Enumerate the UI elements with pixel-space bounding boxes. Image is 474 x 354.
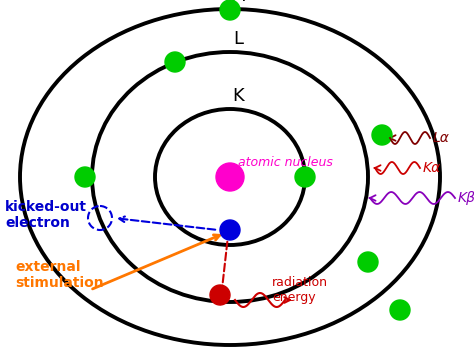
Text: L: L: [233, 30, 243, 48]
Text: external
stimulation: external stimulation: [15, 260, 104, 290]
Circle shape: [216, 163, 244, 191]
Circle shape: [210, 285, 230, 305]
Text: Lα: Lα: [433, 131, 450, 145]
Circle shape: [165, 52, 185, 72]
Text: Kα: Kα: [423, 161, 441, 175]
Text: Kβ: Kβ: [458, 191, 474, 205]
Circle shape: [75, 167, 95, 187]
Circle shape: [372, 125, 392, 145]
Circle shape: [295, 167, 315, 187]
Circle shape: [358, 252, 378, 272]
Text: radiation
energy: radiation energy: [272, 276, 328, 304]
Text: M: M: [230, 0, 246, 5]
Text: kicked-out
electron: kicked-out electron: [5, 200, 87, 230]
Circle shape: [390, 300, 410, 320]
Circle shape: [220, 220, 240, 240]
Circle shape: [220, 0, 240, 20]
Text: K: K: [232, 87, 244, 105]
Text: atomic nucleus: atomic nucleus: [237, 155, 332, 169]
